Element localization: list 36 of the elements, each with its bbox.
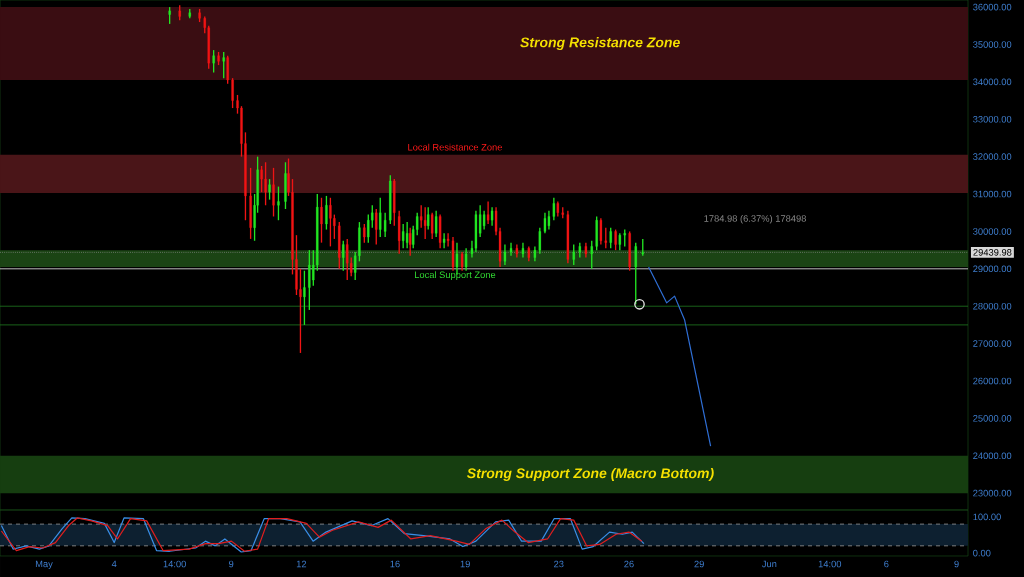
x-tick-label: 23 <box>554 560 564 568</box>
band-label: Local Resistance Zone <box>408 143 502 151</box>
x-tick-label: 16 <box>390 560 400 568</box>
ref-line-label: 29439.98 <box>973 249 1012 256</box>
x-tick-label: 19 <box>460 560 470 568</box>
y-tick-label: 100.00 <box>973 513 1001 521</box>
y-tick-label: 26000.00 <box>973 377 1012 385</box>
x-tick-label: 9 <box>229 560 234 568</box>
y-tick-label: 28000.00 <box>973 302 1012 310</box>
y-tick-label: 29000.00 <box>973 265 1012 273</box>
x-tick-label: 26 <box>624 560 634 568</box>
y-tick-label: 23000.00 <box>973 489 1012 497</box>
band-label: Strong Resistance Zone <box>520 37 680 51</box>
y-tick-label: 33000.00 <box>973 115 1012 123</box>
x-tick-label: 29 <box>694 560 704 568</box>
y-tick-label: 35000.00 <box>973 41 1012 48</box>
x-tick-label: May <box>35 560 53 570</box>
y-tick-label: 31000.00 <box>973 190 1012 198</box>
y-tick-label: 32000.00 <box>973 153 1012 160</box>
x-tick-label: 6 <box>884 560 889 568</box>
y-tick-label: 24000.00 <box>973 452 1012 460</box>
y-tick-label: 36000.00 <box>973 3 1012 11</box>
x-tick-label: 12 <box>296 560 307 568</box>
y-tick-label: 30000.00 <box>973 228 1012 235</box>
annotation: 1784.98 (6.37%) 178498 <box>704 214 806 224</box>
y-tick-label: 27000.00 <box>973 340 1012 347</box>
band-label: Strong Support Zone (Macro Bottom) <box>467 467 714 481</box>
y-tick-label: 34000.00 <box>973 78 1012 86</box>
y-tick-label: 25000.00 <box>973 415 1012 422</box>
x-tick-label: 9 <box>954 560 959 568</box>
x-tick-label: 4 <box>111 560 117 568</box>
x-tick-label: 14:00 <box>163 560 186 568</box>
x-tick-label: Jun <box>761 560 777 568</box>
x-tick-label: 14:00 <box>818 560 842 568</box>
band-label: Local Support Zone <box>415 271 496 280</box>
y-tick-label: 0.00 <box>973 549 991 557</box>
